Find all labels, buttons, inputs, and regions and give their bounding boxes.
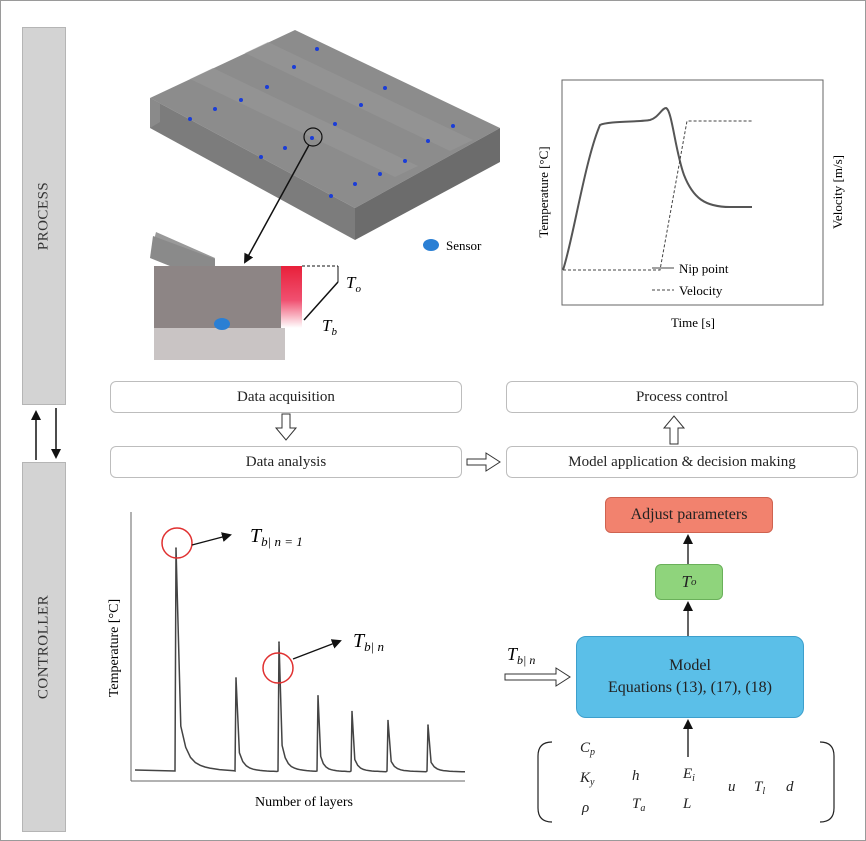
nth-peak-circle: [262, 652, 294, 684]
zoom-arrow: [244, 144, 310, 264]
layer-peak-1: [175, 547, 177, 549]
data-analysis-box: Data analysis: [110, 446, 462, 478]
layer-peak-5: [351, 710, 353, 713]
tb-n-annotation: Tb| n: [353, 630, 384, 654]
velocity-line: [563, 120, 752, 271]
sensor-legend-marker: [423, 239, 439, 251]
layer-peak-3: [278, 641, 280, 643]
param-symbols: Cp Ky ρ h Ta Ei L u Tl d: [579, 740, 794, 816]
param-rho: ρ: [581, 800, 589, 816]
layer-peak-7: [427, 724, 429, 726]
param-brackets: [537, 741, 835, 823]
highlight-circle: [303, 127, 323, 147]
first-peak-circle: [161, 527, 193, 559]
section-sensor: [214, 318, 230, 330]
param-u: u: [728, 779, 736, 795]
plate-3d: [150, 30, 500, 264]
nip-point-line: [562, 106, 752, 271]
controller-sidebar: CONTROLLER: [22, 462, 66, 832]
tb-n1-annotation: Tb| n = 1: [250, 525, 303, 549]
layers-peaks: [175, 547, 429, 726]
legend-velocity: Velocity: [679, 283, 723, 298]
acquisition-to-analysis-arrow: [274, 413, 298, 441]
tb-label: Tb: [322, 316, 337, 338]
process-sidebar: PROCESS: [22, 27, 66, 405]
left-bracket: [537, 741, 553, 823]
param-h: h: [632, 768, 640, 784]
process-control-label: Process control: [635, 388, 729, 405]
nip-chart-ylabel-right: Velocity [m/s]: [830, 155, 845, 229]
analysis-to-model-arrow: [466, 452, 501, 472]
nip-chart-ylabel-left: Temperature [°C]: [536, 146, 551, 237]
data-analysis-label: Data analysis: [245, 453, 327, 470]
param-ei: Ei: [682, 766, 695, 784]
layer-peak-4: [317, 695, 319, 697]
sensor-legend-label: Sensor: [446, 238, 482, 253]
param-tl: Tl: [754, 779, 765, 797]
to-box-symbol: T: [681, 572, 691, 591]
to-label: To: [346, 273, 361, 295]
model-application-box: Model application & decision making: [506, 446, 858, 478]
first-peak-arrow: [191, 532, 232, 546]
model-application-label: Model application & decision making: [568, 453, 796, 470]
process-control-box: Process control: [506, 381, 858, 413]
param-ky: Ky: [579, 770, 595, 788]
param-l: L: [682, 796, 691, 812]
nip-chart: [561, 79, 824, 306]
to-box-subscript: o: [690, 576, 697, 588]
model-equations: Equations (13), (17), (18): [608, 679, 772, 696]
layers-chart-xlabel: Number of layers: [255, 795, 353, 810]
layers-chart-ylabel: Temperature [°C]: [107, 599, 122, 697]
param-ta: Ta: [632, 796, 645, 814]
input-hollow-arrow: [504, 667, 571, 687]
data-acquisition-label: Data acquisition: [237, 388, 335, 405]
right-bracket: [819, 741, 835, 823]
layers-chart: [130, 512, 465, 782]
layer-peak-6: [387, 719, 389, 722]
model-to-control-arrow: [662, 415, 686, 445]
layer-peak-2: [235, 677, 237, 679]
nip-chart-xlabel: Time [s]: [671, 315, 715, 330]
model-box: Model Equations (13), (17), (18): [576, 636, 804, 718]
data-acquisition-box: Data acquisition: [110, 381, 462, 413]
adjust-parameters-label: Adjust parameters: [630, 506, 748, 523]
layers-temperature-line: [134, 547, 465, 773]
input-tbn-label: Tb| n: [507, 644, 535, 667]
nip-chart-frame: [561, 79, 824, 306]
cross-section: [150, 232, 339, 360]
sidebar-arrows: [31, 408, 61, 460]
param-cp: Cp: [580, 740, 595, 758]
adjust-parameters-box: Adjust parameters: [605, 497, 773, 533]
model-title: Model: [669, 657, 711, 674]
nth-peak-arrow: [292, 639, 342, 660]
heat-gradient: [281, 266, 302, 328]
legend-nip-point: Nip point: [679, 261, 729, 276]
flow-arrows: [274, 413, 686, 472]
controller-arrows: [504, 534, 693, 757]
plate-sensors: [188, 47, 455, 198]
param-d: d: [786, 779, 794, 795]
